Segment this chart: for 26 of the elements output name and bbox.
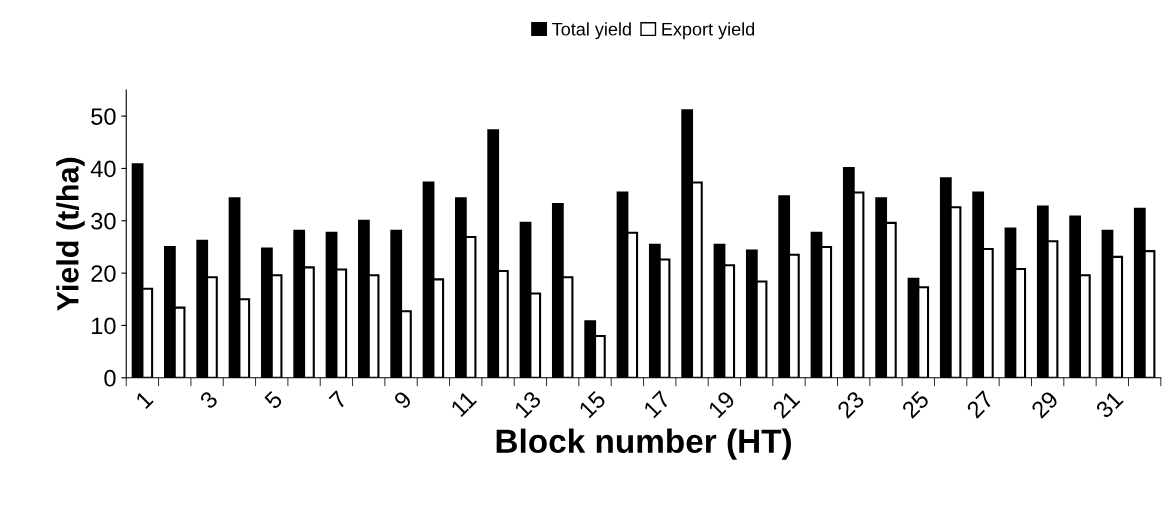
x-tick-label: 9 [393,390,413,410]
x-tick-label: 27 [965,390,995,419]
x-tick-label: 15 [578,390,607,419]
x-tick-label: 21 [771,390,801,419]
legend-label: Export yield [662,22,755,40]
x-tick-label: 19 [707,390,736,419]
x-tick-label: 29 [1030,390,1060,419]
legend-label: Total yield [552,22,631,40]
y-tick-label: 20 [91,265,116,282]
x-axis-title: Block number (HT) [496,428,791,460]
x-tick-label: 25 [901,390,930,419]
y-axis-title: Yield (t/ha) [56,157,85,311]
y-tick-label: 40 [90,160,116,178]
x-tick-label: 13 [513,390,542,419]
x-tick-label: 11 [450,390,477,418]
x-tick-label: 5 [263,390,284,410]
x-tick-label: 3 [198,390,219,410]
x-tick-label: 23 [836,390,866,419]
x-tick-label: 7 [328,390,348,410]
y-tick-label: 0 [104,369,116,387]
x-tick-label: 17 [643,390,671,419]
x-tick-label: 31 [1094,390,1124,420]
y-tick-label: 10 [92,317,116,335]
y-tick-label: 50 [91,108,116,125]
y-tick-label: 30 [91,212,116,230]
x-tick-label: 1 [135,390,154,410]
